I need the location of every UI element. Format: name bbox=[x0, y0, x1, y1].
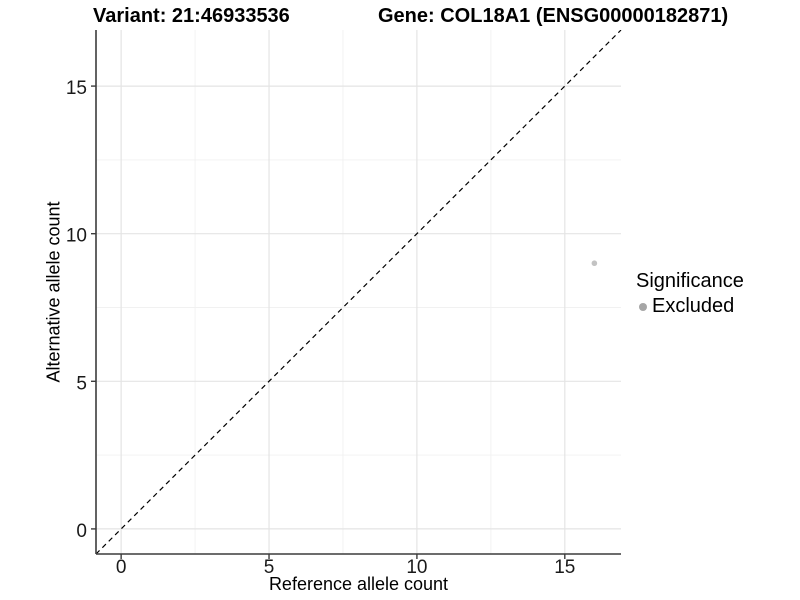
legend-title: Significance bbox=[636, 270, 744, 292]
identity-reference-line bbox=[95, 30, 622, 555]
legend-entry-label: Excluded bbox=[652, 295, 735, 317]
x-tick-label: 10 bbox=[406, 557, 427, 578]
y-tick-label: 5 bbox=[76, 373, 87, 394]
legend-marker-circle-icon bbox=[639, 302, 647, 311]
variant-title: Variant: 21:46933536 bbox=[93, 5, 290, 27]
x-tick-label: 15 bbox=[554, 557, 575, 578]
x-axis-title: Reference allele count bbox=[268, 574, 449, 594]
legend-entry: Excluded bbox=[636, 294, 744, 319]
data-point bbox=[591, 260, 598, 267]
legend: Significance Excluded bbox=[636, 269, 744, 319]
y-tick-label: 0 bbox=[76, 521, 87, 542]
x-tick-label: 0 bbox=[116, 557, 127, 578]
x-tick-label: 5 bbox=[264, 557, 275, 578]
plot-panel: 0 5 10 15 0 5 10 15 bbox=[66, 30, 622, 578]
gene-title: Gene: COL18A1 (ENSG00000182871) bbox=[378, 5, 729, 27]
y-tick-label: 15 bbox=[66, 78, 87, 99]
y-tick-label: 10 bbox=[66, 226, 87, 247]
